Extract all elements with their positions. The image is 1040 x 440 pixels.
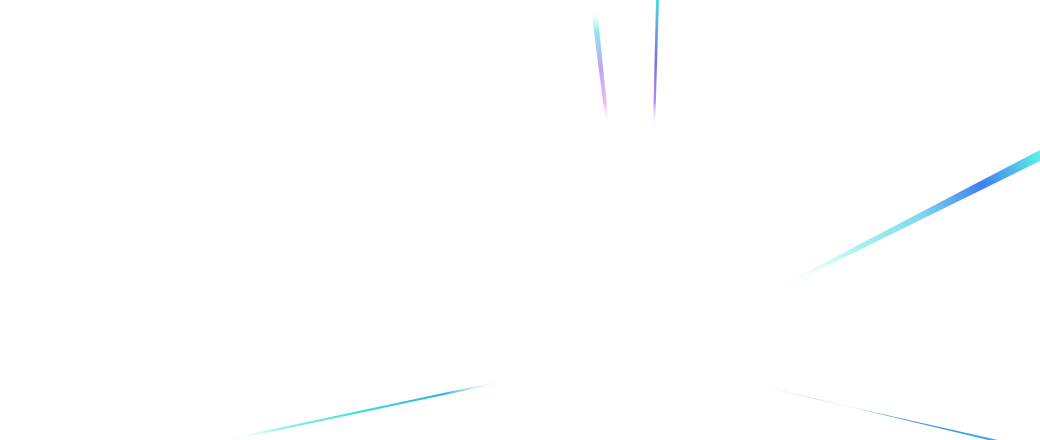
ray — [591, 8, 609, 126]
ray — [755, 384, 998, 440]
ray — [222, 381, 501, 440]
ray — [653, 0, 659, 128]
ray — [774, 150, 1040, 291]
